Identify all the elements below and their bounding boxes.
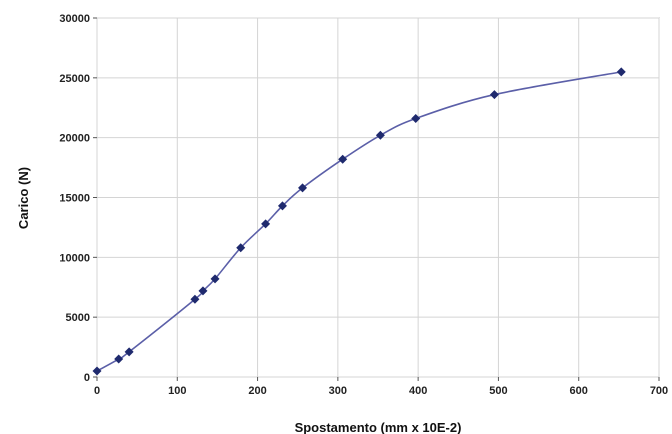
x-tick-label: 300 xyxy=(329,385,347,397)
y-tick-label: 0 xyxy=(84,372,90,384)
y-tick-label: 5000 xyxy=(66,312,90,324)
tick-labels: 0 5000 10000 15000 20000 25000 30000 0 100 200 300… xyxy=(59,13,668,397)
data-point xyxy=(92,366,102,376)
data-point xyxy=(489,90,499,100)
data-point xyxy=(124,347,134,357)
data-markers xyxy=(92,67,626,376)
y-tick-label: 15000 xyxy=(59,193,90,205)
x-tick-label: 600 xyxy=(570,385,588,397)
data-point xyxy=(114,354,124,364)
data-point xyxy=(236,243,246,253)
y-axis-title: Carico (N) xyxy=(16,167,31,229)
data-point xyxy=(375,130,385,140)
data-point xyxy=(198,286,208,296)
x-tick-label: 500 xyxy=(489,385,507,397)
data-point xyxy=(277,201,287,211)
data-point xyxy=(338,154,348,164)
x-tick-label: 0 xyxy=(94,385,100,397)
gridlines xyxy=(96,17,660,378)
x-tick-label: 100 xyxy=(168,385,186,397)
y-tick-label: 25000 xyxy=(59,73,90,85)
data-point xyxy=(210,274,220,284)
data-point xyxy=(411,114,421,124)
data-point xyxy=(616,67,626,77)
data-point xyxy=(298,183,308,193)
x-tick-label: 400 xyxy=(409,385,427,397)
x-tick-label: 200 xyxy=(248,385,266,397)
y-tick-label: 30000 xyxy=(59,13,90,25)
y-tick-label: 20000 xyxy=(59,133,90,145)
data-point xyxy=(190,294,200,304)
data-point xyxy=(261,219,271,229)
x-tick-label: 700 xyxy=(650,385,668,397)
y-tick-label: 10000 xyxy=(59,252,90,264)
x-axis-title: Spostamento (mm x 10E-2) xyxy=(295,420,462,434)
